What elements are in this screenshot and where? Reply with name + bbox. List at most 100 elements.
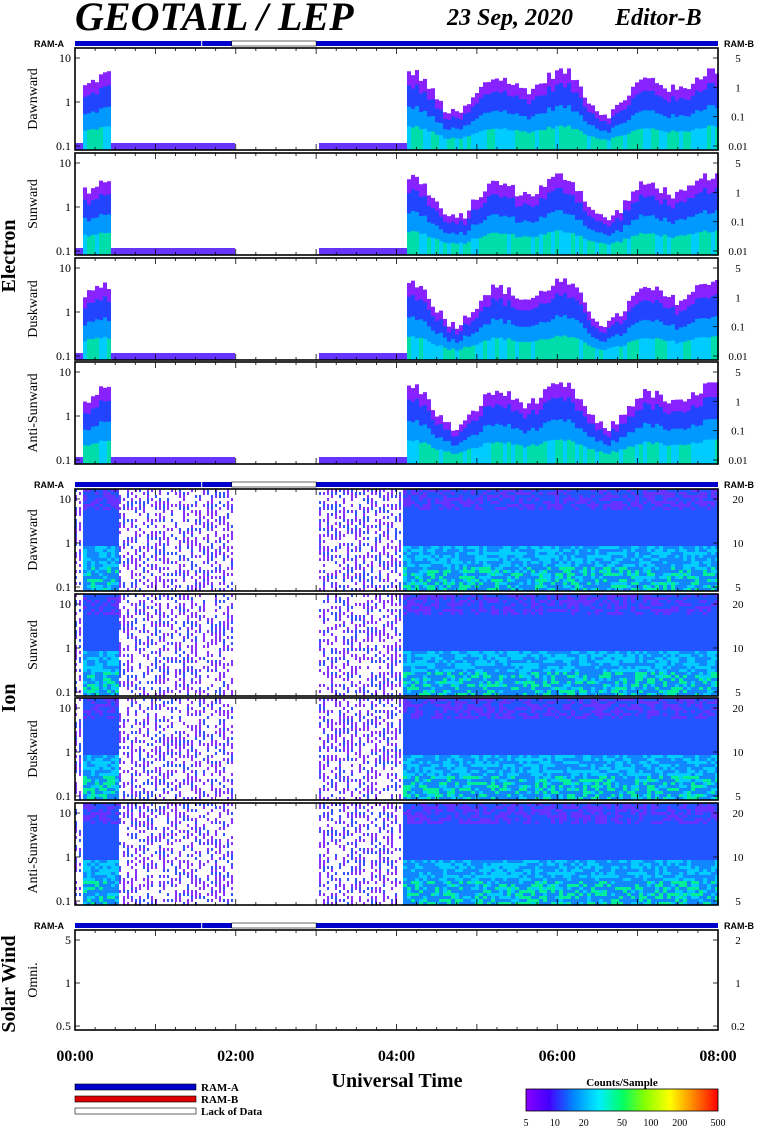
ion-bin bbox=[539, 522, 543, 525]
ion-bin bbox=[91, 567, 95, 570]
electron-bin bbox=[515, 130, 519, 150]
ion-bin bbox=[539, 495, 543, 498]
ion-bin bbox=[103, 558, 107, 561]
electron-bin bbox=[527, 341, 531, 360]
ion-bin bbox=[223, 492, 225, 495]
ion-bin bbox=[447, 534, 451, 537]
electron-bin bbox=[479, 237, 483, 255]
ion-bin bbox=[563, 549, 567, 552]
electron-bin bbox=[695, 443, 699, 464]
ion-bin bbox=[363, 561, 365, 564]
ion-bin bbox=[427, 519, 431, 522]
ion-bin bbox=[511, 567, 515, 570]
ion-bin bbox=[347, 546, 349, 549]
ion-bin bbox=[143, 501, 145, 504]
ion-bin bbox=[347, 567, 349, 570]
ion-bin bbox=[567, 504, 571, 507]
ion-bin bbox=[511, 540, 515, 543]
electron-bin bbox=[423, 338, 427, 360]
electron-bin bbox=[151, 248, 155, 255]
ion-bin bbox=[191, 552, 193, 555]
ion-bin bbox=[123, 564, 125, 567]
electron-bin bbox=[623, 135, 627, 150]
electron-bin bbox=[443, 451, 447, 464]
ion-bin bbox=[411, 495, 415, 498]
ion-bin bbox=[531, 513, 535, 516]
ion-bin bbox=[511, 585, 515, 588]
ion-bin bbox=[459, 570, 463, 573]
electron-duskward-y-tick-label: 5 bbox=[735, 263, 741, 275]
ion-bin bbox=[107, 510, 111, 513]
ion-bin bbox=[547, 567, 551, 570]
ion-bin bbox=[75, 522, 77, 525]
ion-bin bbox=[375, 540, 377, 543]
electron-bin bbox=[503, 340, 507, 360]
ion-bin bbox=[447, 555, 451, 558]
ion-bin bbox=[115, 543, 119, 546]
ion-bin bbox=[211, 495, 213, 498]
electron-bin bbox=[475, 132, 479, 150]
ion-bin bbox=[371, 582, 373, 585]
ion-bin bbox=[543, 588, 547, 591]
ion-bin bbox=[387, 576, 389, 579]
ion-bin bbox=[491, 555, 495, 558]
ion-bin bbox=[423, 588, 427, 591]
ion-bin bbox=[115, 534, 119, 537]
ion-bin bbox=[191, 567, 193, 570]
ion-bin bbox=[179, 558, 181, 561]
ion-bin bbox=[399, 540, 401, 543]
ion-bin bbox=[95, 561, 99, 564]
ion-bin bbox=[471, 552, 475, 555]
ion-bin bbox=[199, 528, 201, 531]
ion-bin bbox=[507, 501, 511, 504]
ion-bin bbox=[403, 507, 407, 510]
ion-bin bbox=[571, 513, 575, 516]
ion-bin bbox=[535, 525, 539, 528]
electron-bin bbox=[435, 134, 439, 150]
electron-bin bbox=[527, 133, 531, 150]
ion-bin bbox=[351, 549, 353, 552]
ion-bin bbox=[523, 540, 527, 543]
ion-bin bbox=[163, 519, 165, 522]
ion-bin bbox=[207, 558, 209, 561]
electron-bin bbox=[439, 240, 443, 255]
electron-bin bbox=[427, 341, 431, 360]
ion-bin bbox=[83, 498, 87, 501]
ion-bin bbox=[103, 492, 107, 495]
ion-bin bbox=[555, 498, 559, 501]
electron-bin bbox=[463, 136, 467, 150]
ion-bin bbox=[83, 507, 87, 510]
ion-bin bbox=[475, 540, 479, 543]
ion-bin bbox=[87, 582, 91, 585]
ion-bin bbox=[159, 543, 161, 546]
ion-bin bbox=[231, 561, 233, 564]
ion-bin bbox=[231, 582, 233, 585]
ion-bin bbox=[519, 537, 523, 540]
ion-bin bbox=[539, 570, 543, 573]
electron-bin bbox=[107, 126, 111, 150]
ion-bin bbox=[527, 570, 531, 573]
ion-bin bbox=[523, 585, 527, 588]
ion-bin bbox=[435, 516, 439, 519]
ion-bin bbox=[403, 528, 407, 531]
ion-bin bbox=[483, 585, 487, 588]
ion-bin bbox=[143, 492, 145, 495]
ion-bin bbox=[215, 525, 217, 528]
ion-bin bbox=[563, 555, 567, 558]
electron-bin bbox=[495, 128, 499, 150]
ion-bin bbox=[511, 534, 515, 537]
electron-bin bbox=[343, 143, 347, 150]
ion-bin bbox=[323, 504, 325, 507]
ion-bin bbox=[527, 546, 531, 549]
ion-bin bbox=[491, 516, 495, 519]
ion-bin bbox=[391, 558, 393, 561]
ion-bin bbox=[123, 504, 125, 507]
ion-bin bbox=[503, 534, 507, 537]
ion-bin bbox=[531, 510, 535, 513]
ion-bin bbox=[99, 540, 103, 543]
ion-bin bbox=[475, 558, 479, 561]
electron-bin bbox=[555, 126, 559, 150]
ion-bin bbox=[507, 516, 511, 519]
ion-bin bbox=[391, 507, 393, 510]
ion-bin bbox=[231, 498, 233, 501]
